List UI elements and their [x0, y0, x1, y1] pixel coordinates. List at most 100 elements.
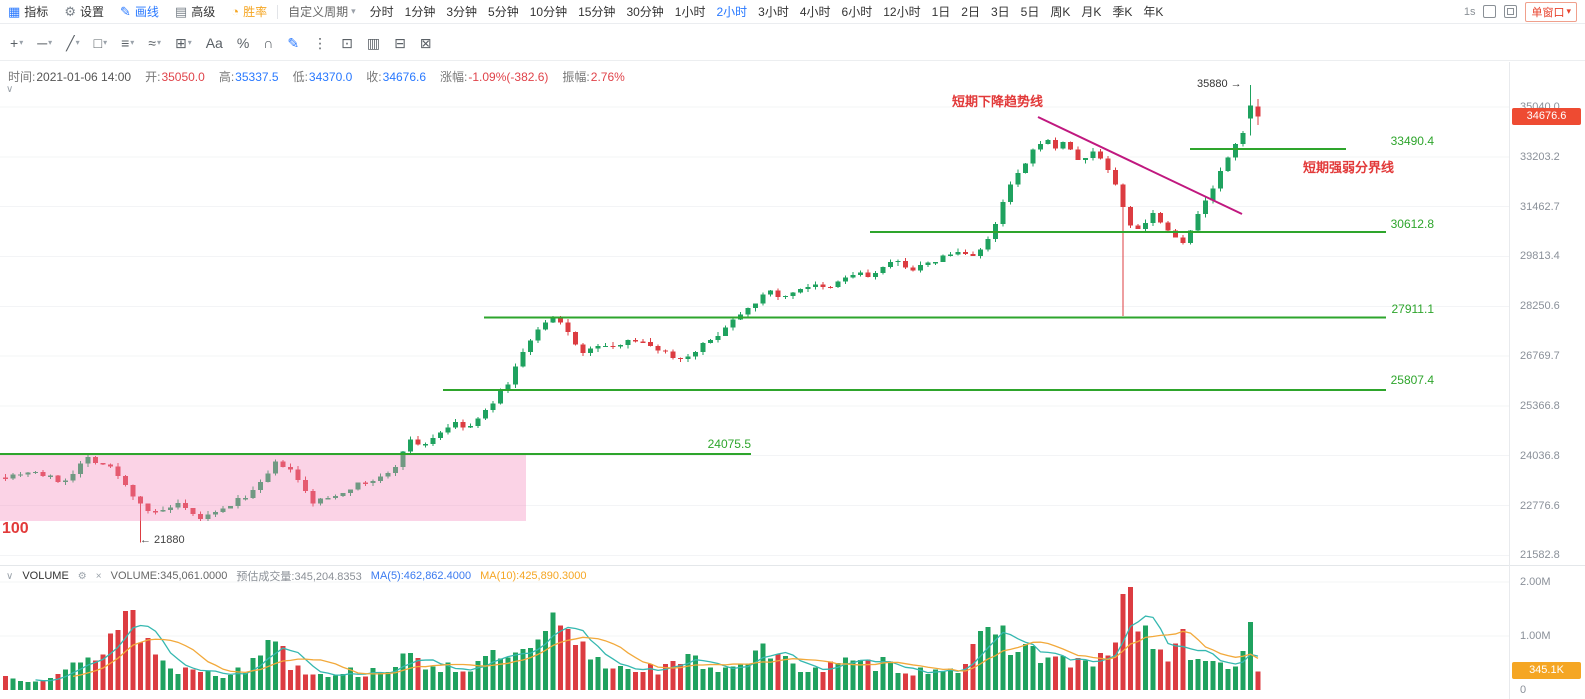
drawing-toolbar: + ▾ ─ ▾ ╱ ▾ □ ▾ ≡ ▾ ≈ ▾ ⊞ ▾ Aa% ∩ ✎ ⋮ ⊡ ▥ ⊟ ⊠	[0, 25, 1585, 61]
fib-grid-tool-icon: ⊞	[174, 34, 187, 51]
timeframe-item[interactable]: 6小时	[841, 5, 873, 19]
volume-pane[interactable]: ∨ VOLUME ⚙ × VOLUME:345,061.0000 预估成交量:3…	[0, 565, 1510, 699]
select-tool[interactable]: ▥	[361, 33, 386, 53]
magnet-tool[interactable]: ∩	[257, 33, 279, 53]
latency-label: 1s	[1463, 5, 1476, 18]
timeframe-item[interactable]: 3小时	[758, 5, 789, 19]
timeframe-item[interactable]: 1小时	[674, 5, 706, 19]
timeframe-item[interactable]: 10分钟	[529, 5, 568, 19]
timeframe-item[interactable]: 1日	[931, 5, 951, 19]
custom-period-label: 自定义周期	[288, 5, 349, 19]
wave-tool-icon: ≈	[148, 34, 156, 51]
beads-tool-icon: ⋮	[313, 34, 328, 51]
segment-tool-icon: ─	[37, 34, 48, 51]
brush-tool[interactable]: ✎	[281, 33, 305, 53]
collapse-chevron-icon[interactable]: ∨	[6, 570, 14, 582]
price-axis[interactable]: 35040.033203.231462.729813.428250.626769…	[1509, 62, 1585, 699]
timeframe-item[interactable]: 季K	[1112, 5, 1133, 19]
candlestick-chart[interactable]	[0, 62, 1510, 565]
timeframe-item[interactable]: 15分钟	[578, 5, 616, 19]
timeframe-item[interactable]: 周K	[1050, 5, 1071, 19]
timeframe-item[interactable]: 分时	[369, 5, 394, 19]
timeframe-item[interactable]: 年K	[1143, 5, 1164, 19]
ma10-value: MA(10):425,890.3000	[480, 570, 587, 582]
menu-advanced[interactable]: ▤ 高级	[175, 3, 215, 20]
timeframe-item[interactable]: 5分钟	[488, 5, 519, 19]
segment-tool[interactable]: ─ ▾	[31, 33, 58, 53]
last-price-badge: 34676.6	[1512, 107, 1581, 125]
rectangle-tool[interactable]: □ ▾	[88, 33, 113, 53]
custom-period-dropdown[interactable]: 自定义周期 ▾	[288, 3, 356, 20]
menu-group: ▦ 指标 ⚙ 设置 ✎ 画线 ▤ 高级 ◔ 胜率	[8, 3, 267, 20]
magnet-tool-icon: ∩	[263, 34, 274, 51]
menu-winrate[interactable]: ◔ 胜率	[231, 3, 267, 20]
chevron-down-icon: ▾	[156, 38, 161, 47]
ohlc-value: 34676.6	[382, 70, 427, 84]
ohlc-label: 振幅:	[562, 70, 590, 84]
menu-indicators[interactable]: ▦ 指标	[8, 3, 48, 20]
timeframe-item[interactable]: 30分钟	[626, 5, 664, 19]
menu-label-settings: 设置	[79, 5, 104, 19]
price-chart-pane[interactable]: 时间:2021-01-06 14:00 开:35050.0 高:35337.5 低:3…	[0, 62, 1510, 565]
text-tool[interactable]: Aa	[200, 33, 229, 53]
ohlc-label: 时间:	[8, 70, 36, 84]
multi-window-icon[interactable]	[1504, 5, 1518, 18]
trash-tool-icon: ⊠	[419, 34, 432, 51]
price-tick: 29813.4	[1520, 250, 1560, 263]
price-tick: 33203.2	[1520, 150, 1560, 163]
divider	[277, 4, 279, 19]
ohlc-label: 收:	[366, 70, 382, 84]
price-tick: 28250.6	[1520, 300, 1560, 313]
close-icon[interactable]: ×	[95, 570, 102, 582]
ohlc-value: 2.76%	[590, 70, 625, 84]
chevron-down-icon: ▾	[130, 38, 135, 47]
ohlc-amplitude: 振幅:2.76%	[562, 68, 624, 85]
menu-settings[interactable]: ⚙ 设置	[64, 3, 104, 20]
menu-draw[interactable]: ✎ 画线	[120, 3, 159, 20]
fib-grid-tool[interactable]: ⊞ ▾	[169, 33, 198, 53]
timeframe-item[interactable]: 4小时	[799, 5, 831, 19]
ohlc-info-bar: 时间:2021-01-06 14:00 开:35050.0 高:35337.5 低:3…	[8, 68, 625, 85]
price-tick: 24036.8	[1520, 449, 1560, 462]
volume-header: ∨ VOLUME ⚙ × VOLUME:345,061.0000 预估成交量:3…	[6, 568, 587, 584]
ohlc-change: 涨幅:-1.09%(-382.6)	[440, 68, 548, 85]
collapse-chevron-icon[interactable]: ∨	[6, 84, 14, 95]
chevron-down-icon: ▾	[48, 38, 53, 47]
timeframe-item[interactable]: 5日	[1020, 5, 1040, 19]
trendline-tool-icon: ╱	[66, 34, 75, 51]
copy-tool[interactable]: ⊡	[335, 33, 359, 53]
beads-tool[interactable]: ⋮	[307, 33, 333, 53]
volume-value: VOLUME:345,061.0000	[110, 570, 228, 582]
timeframe-item[interactable]: 3分钟	[446, 5, 478, 19]
ohlc-label: 涨幅:	[440, 70, 468, 84]
window-mode-button[interactable]: 单窗口 ▾	[1525, 1, 1577, 22]
percent-tool-icon: %	[236, 34, 250, 51]
timeframe-bar: 分时 1分钟 3分钟 5分钟 10分钟 15分钟 30分钟 1小时 2小时 3小时 4小时 6小时 12…	[370, 3, 1164, 20]
current-volume-badge: 345.1K	[1512, 662, 1581, 680]
percent-tool[interactable]: %	[231, 33, 255, 53]
ohlc-value: 35050.0	[161, 70, 205, 84]
wave-tool[interactable]: ≈ ▾	[142, 33, 167, 53]
select-tool-icon: ▥	[366, 34, 381, 51]
menu-label-advanced: 高级	[191, 5, 216, 19]
crosshair-tool[interactable]: + ▾	[4, 33, 29, 53]
fullscreen-icon[interactable]	[1483, 5, 1497, 18]
screenshot-tool[interactable]: ⊟	[388, 33, 412, 53]
timeframe-item[interactable]: 3日	[990, 5, 1010, 19]
ohlc-value: 34370.0	[308, 70, 353, 84]
gear-icon[interactable]: ⚙	[77, 570, 87, 582]
lines-menu-tool[interactable]: ≡ ▾	[115, 33, 140, 53]
timeframe-item[interactable]: 2日	[961, 5, 980, 19]
trash-tool[interactable]: ⊠	[414, 33, 438, 53]
pane-divider[interactable]	[0, 565, 1585, 566]
trendline-tool[interactable]: ╱ ▾	[60, 33, 85, 53]
volume-chart[interactable]	[0, 565, 1510, 699]
ohlc-open: 开:35050.0	[145, 68, 205, 85]
timeframe-item[interactable]: 月K	[1081, 5, 1102, 19]
estimated-volume-value: 预估成交量:345,204.8353	[236, 571, 362, 583]
copy-tool-icon: ⊡	[341, 34, 353, 51]
timeframe-item[interactable]: 1分钟	[404, 5, 436, 19]
timeframe-item[interactable]: 12小时	[883, 5, 921, 19]
lines-menu-tool-icon: ≡	[121, 34, 130, 51]
timeframe-item[interactable]: 2小时	[716, 5, 748, 19]
